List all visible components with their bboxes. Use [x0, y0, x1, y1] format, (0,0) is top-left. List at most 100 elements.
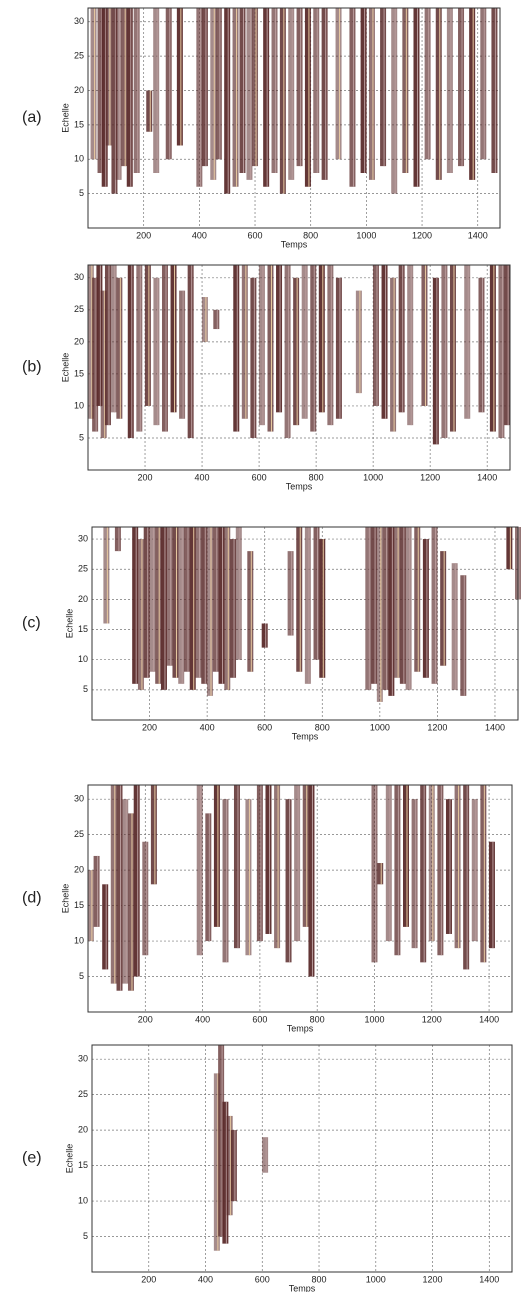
y-tick-label: 20 [74, 865, 84, 875]
y-tick-label: 25 [74, 829, 84, 839]
streak [222, 799, 229, 963]
streak [489, 265, 496, 432]
streak [407, 265, 414, 426]
streak [230, 539, 237, 678]
streak [96, 265, 103, 406]
y-axis-label: Echelle [64, 1144, 74, 1174]
streak [506, 527, 513, 570]
streak [360, 8, 367, 173]
streak [213, 309, 220, 330]
streak [137, 539, 144, 690]
streak [382, 527, 389, 690]
y-tick-label: 25 [74, 51, 84, 61]
x-tick-label: 200 [141, 1274, 156, 1284]
x-tick-label: 400 [195, 472, 210, 482]
streak [176, 8, 183, 146]
streak [232, 8, 239, 187]
streak [271, 8, 278, 173]
streak [471, 799, 478, 942]
streak [391, 8, 398, 194]
x-tick-label: 800 [310, 1014, 325, 1024]
x-tick-label: 400 [198, 1274, 213, 1284]
x-tick-label: 200 [138, 1014, 153, 1024]
x-tick-label: 1400 [479, 1014, 499, 1024]
y-tick-label: 30 [74, 16, 84, 26]
streak [274, 785, 281, 949]
y-tick-label: 25 [74, 304, 84, 314]
streak [304, 527, 311, 684]
x-tick-label: 200 [138, 472, 153, 482]
plot-frame [91, 526, 519, 721]
y-tick-label: 15 [78, 1160, 88, 1170]
streak [205, 813, 212, 942]
x-tick-label: 1200 [412, 230, 432, 240]
streak [160, 527, 167, 690]
streak [480, 8, 487, 160]
x-tick-label: 800 [312, 1274, 327, 1284]
streak [126, 8, 133, 187]
streak [161, 265, 168, 432]
streak [142, 841, 149, 956]
streak [212, 527, 219, 672]
x-tick-label: 800 [309, 472, 324, 482]
streak [460, 575, 467, 696]
streak [241, 265, 248, 419]
streak [449, 265, 456, 432]
y-tick-label: 30 [78, 1054, 88, 1064]
streak [155, 527, 162, 684]
streak [394, 527, 401, 678]
streak [245, 799, 252, 956]
plot-frame [87, 784, 513, 1013]
x-tick-label: 1000 [364, 1014, 384, 1024]
streak [143, 527, 150, 678]
streak [380, 8, 387, 167]
streak [394, 785, 401, 956]
streak [262, 1137, 269, 1173]
x-tick-label: 1400 [479, 1274, 499, 1284]
streak [371, 785, 378, 963]
streak [235, 527, 242, 660]
streak [90, 8, 97, 160]
streak [92, 277, 99, 432]
streak [296, 8, 303, 167]
streak [398, 265, 405, 413]
streak [102, 884, 109, 970]
streak [233, 265, 240, 432]
streak [170, 265, 177, 413]
x-tick-label: 400 [200, 722, 215, 732]
plot-area [92, 1045, 512, 1272]
y-tick-label: 20 [78, 594, 88, 604]
streak [201, 8, 208, 167]
streak [368, 8, 375, 180]
y-tick-label: 5 [79, 432, 84, 442]
streak [149, 527, 156, 672]
x-tick-label: 200 [142, 722, 157, 732]
plot-frame [87, 264, 511, 471]
x-tick-label: 1400 [468, 230, 488, 240]
streak [165, 8, 172, 160]
streak [239, 8, 246, 173]
y-tick-label: 5 [83, 1231, 88, 1241]
streak [121, 8, 128, 167]
streak [388, 527, 395, 696]
streak [87, 265, 94, 419]
x-axis-label: Temps [287, 1023, 314, 1033]
streak [421, 265, 428, 406]
x-tick-label: 800 [303, 230, 318, 240]
y-tick-label: 15 [78, 624, 88, 634]
streak [210, 8, 217, 180]
streak [153, 8, 160, 173]
streak [310, 265, 317, 432]
streak [213, 785, 220, 927]
streak [491, 8, 498, 173]
streak [284, 265, 291, 438]
panel-label: (d) [22, 890, 42, 907]
streak [285, 799, 292, 963]
streak [405, 527, 412, 690]
streak [441, 265, 448, 438]
streak [327, 265, 334, 426]
streak [288, 8, 295, 180]
streak [279, 8, 286, 194]
streak [335, 8, 342, 160]
